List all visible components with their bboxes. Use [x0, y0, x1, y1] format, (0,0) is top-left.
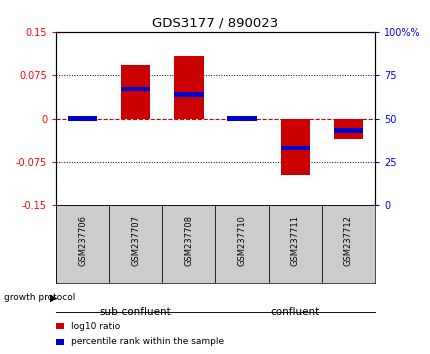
Title: GDS3177 / 890023: GDS3177 / 890023	[152, 16, 278, 29]
Text: GSM237708: GSM237708	[184, 215, 193, 266]
Text: ▶: ▶	[50, 292, 58, 302]
Bar	[68, 116, 97, 121]
Bar	[162, 205, 215, 283]
Text: log10 ratio: log10 ratio	[71, 321, 120, 331]
Text: confluent: confluent	[270, 307, 319, 316]
Bar	[227, 116, 256, 121]
Bar	[121, 65, 150, 119]
Text: GSM237710: GSM237710	[237, 215, 246, 266]
Bar	[333, 119, 362, 139]
Text: sub-confluent: sub-confluent	[100, 307, 171, 316]
Bar	[174, 92, 203, 97]
Bar	[121, 87, 150, 91]
Bar	[280, 119, 309, 175]
Bar	[56, 205, 109, 283]
Bar	[56, 339, 64, 345]
Bar	[56, 323, 64, 329]
Bar	[215, 205, 268, 283]
Bar	[280, 146, 309, 150]
Text: percentile rank within the sample: percentile rank within the sample	[71, 337, 224, 347]
Text: GSM237707: GSM237707	[131, 215, 140, 266]
Text: GSM237712: GSM237712	[343, 215, 352, 266]
Bar	[321, 205, 374, 283]
Text: growth protocol: growth protocol	[4, 293, 76, 302]
Bar	[174, 56, 203, 119]
Text: GSM237706: GSM237706	[78, 215, 87, 266]
Bar	[109, 205, 162, 283]
Bar	[268, 205, 321, 283]
Text: GSM237711: GSM237711	[290, 215, 299, 266]
Bar	[333, 129, 362, 133]
